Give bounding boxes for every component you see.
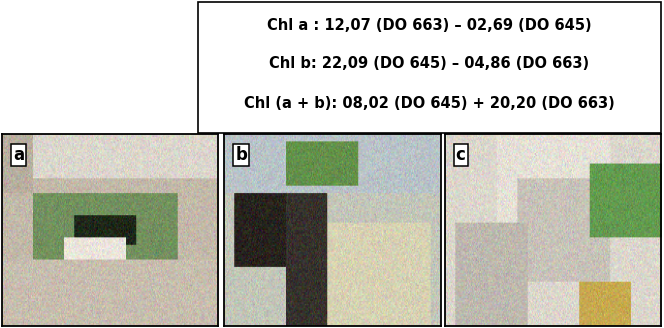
FancyBboxPatch shape [198,2,661,133]
Text: Chl b: 22,09 (DO 645) – 04,86 (DO 663): Chl b: 22,09 (DO 645) – 04,86 (DO 663) [269,56,590,71]
Text: Chl a : 12,07 (DO 663) – 02,69 (DO 645): Chl a : 12,07 (DO 663) – 02,69 (DO 645) [267,18,592,33]
Text: Chl (a + b): 08,02 (DO 645) + 20,20 (DO 663): Chl (a + b): 08,02 (DO 645) + 20,20 (DO … [244,96,615,112]
Text: a: a [13,146,24,164]
Bar [0,0,198,133]
Text: c: c [456,146,465,164]
Text: b: b [235,146,247,164]
